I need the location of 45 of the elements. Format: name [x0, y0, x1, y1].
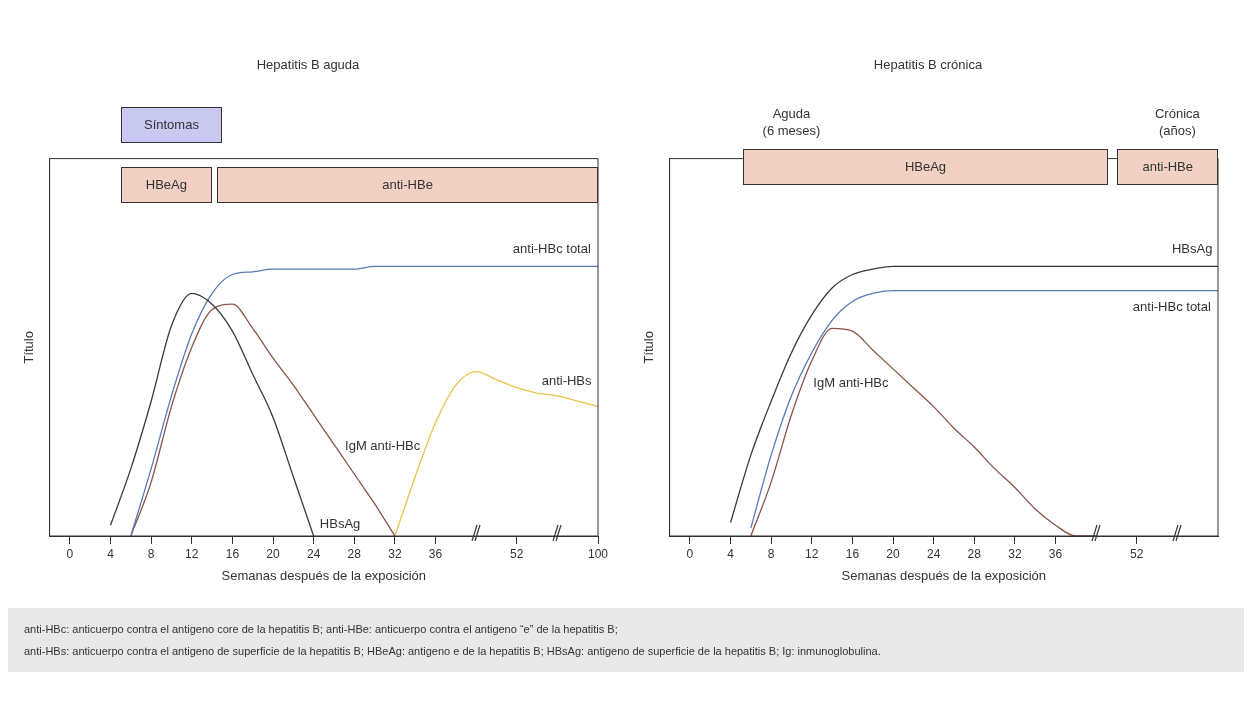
- series-label: anti-HBs: [541, 372, 593, 388]
- x-tick-label: 20: [886, 546, 901, 561]
- x-tick-label: 28: [347, 546, 362, 561]
- x-tick-label: 12: [185, 546, 199, 561]
- chart-title: Hepatitis B crónica: [873, 57, 983, 73]
- y-axis-title: Título: [21, 331, 37, 364]
- x-tick-label: 12: [805, 546, 819, 561]
- label-box: HBeAg: [120, 166, 213, 203]
- x-tick-label: 32: [388, 546, 402, 561]
- x-tick-label: 8: [767, 546, 775, 561]
- series-label: IgM anti-HBc: [345, 437, 421, 453]
- x-tick-label: 0: [66, 546, 74, 561]
- text: Crónica (años): [1153, 104, 1201, 140]
- series-label: IgM anti-HBc: [813, 374, 889, 390]
- x-tick-label: 52: [1130, 546, 1144, 561]
- x-tick-label: 36: [428, 546, 443, 561]
- text: Aguda (6 meses): [761, 104, 822, 140]
- x-tick-label: 0: [686, 546, 694, 561]
- series-label: anti-HBc total: [512, 241, 591, 257]
- label-box: anti-HBe: [1117, 148, 1218, 185]
- label-box: HBeAg: [742, 148, 1109, 185]
- x-tick-label: 4: [107, 546, 115, 561]
- x-tick-label: 20: [266, 546, 281, 561]
- label-box: anti-HBe: [217, 166, 598, 203]
- text: anti-HBs: anticuerpo contra el antigeno de superficie de la hepatitis B; HBeAg: antigeno e de la hepatitis B; HBsAg: antigeno de superficie de la hepatitis B; Ig: inmunoglobulina.: [24, 644, 882, 659]
- text: anti-HBc: anticuerpo contra el antigeno core de la hepatitis B; anti-HBe: anticuerpo contra el antigeno “e” de la hepatitis B;: [24, 622, 619, 637]
- x-tick-label: 24: [926, 546, 941, 561]
- series-label: HBsAg: [1171, 241, 1213, 257]
- series-label: HBsAg: [319, 516, 361, 532]
- y-axis-title: Título: [641, 331, 657, 364]
- x-axis-title: Semanas después de la exposición: [221, 567, 427, 583]
- x-tick-label: 32: [1008, 546, 1022, 561]
- x-tick-label: 16: [845, 546, 860, 561]
- x-tick-label: 36: [1048, 546, 1063, 561]
- x-axis-title: Semanas después de la exposición: [841, 567, 1047, 583]
- x-tick-label: 52: [510, 546, 524, 561]
- x-tick-label: 28: [967, 546, 982, 561]
- label-box: Síntomas: [120, 106, 223, 143]
- x-tick-label: 8: [147, 546, 155, 561]
- chart-title: Hepatitis B aguda: [256, 57, 361, 73]
- x-tick-label: 16: [225, 546, 240, 561]
- x-tick-label: 4: [727, 546, 735, 561]
- x-tick-label: 24: [306, 546, 321, 561]
- x-tick-label: 100: [587, 546, 609, 561]
- series-label: anti-HBc total: [1132, 299, 1211, 315]
